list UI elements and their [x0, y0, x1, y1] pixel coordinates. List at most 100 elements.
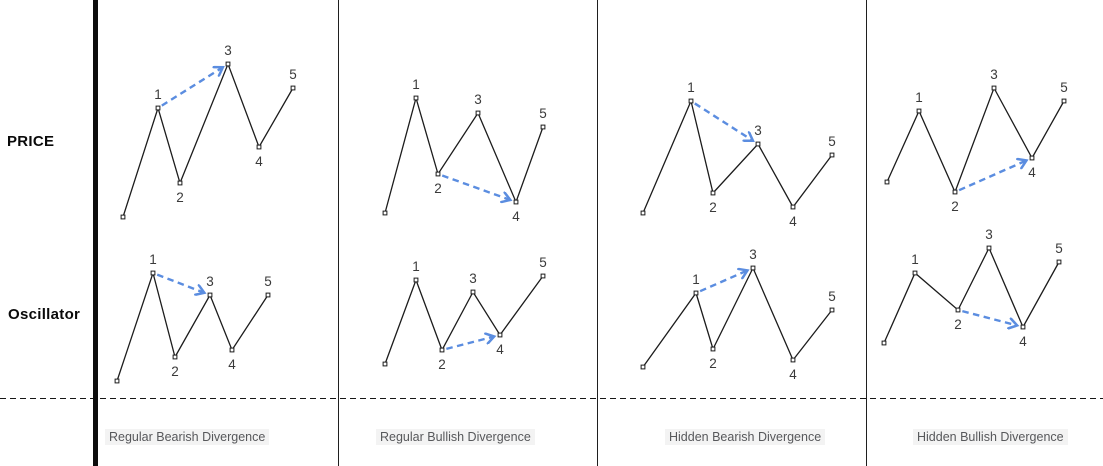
divergence-arrow [958, 161, 1025, 192]
point-marker [475, 110, 481, 116]
column-divider-2 [597, 0, 599, 466]
column-divider-3 [866, 0, 868, 466]
point-label: 4 [496, 342, 504, 357]
point-marker [540, 124, 546, 130]
point-marker [413, 95, 419, 101]
column-divider-1 [338, 0, 340, 466]
point-label: 5 [289, 67, 297, 82]
point-marker [881, 340, 887, 346]
point-marker [640, 364, 646, 370]
point-marker [710, 190, 716, 196]
point-label: 3 [985, 227, 993, 242]
point-label: 2 [171, 364, 179, 379]
point-label: 4 [789, 367, 797, 382]
point-marker [1029, 155, 1035, 161]
price-zigzag-line [384, 95, 544, 214]
point-label: 3 [206, 274, 214, 289]
point-marker [955, 307, 961, 313]
cell-oscillator-regular-bearish: 1 2 3 4 5 [114, 252, 272, 384]
point-label: 5 [1055, 241, 1063, 256]
point-label: 5 [828, 289, 836, 304]
point-label: 3 [990, 67, 998, 82]
point-label: 4 [789, 214, 797, 229]
cell-oscillator-hidden-bearish: 1 2 3 4 5 [640, 247, 836, 382]
point-marker [413, 277, 419, 283]
point-marker [952, 189, 958, 195]
point-label: 2 [951, 199, 959, 214]
row-label-oscillator: Oscillator [8, 306, 81, 323]
point-marker [470, 289, 476, 295]
point-label: 4 [1028, 165, 1036, 180]
column-label-hidden-bearish: Hidden Bearish Divergence [665, 429, 826, 445]
divergence-arrow [161, 68, 222, 107]
point-label: 2 [434, 181, 442, 196]
point-marker [912, 270, 918, 276]
point-marker [513, 199, 519, 205]
point-marker [688, 98, 694, 104]
point-marker [1056, 259, 1062, 265]
cell-oscillator-regular-bullish: 1 2 3 4 5 [382, 255, 547, 372]
point-marker [640, 210, 646, 216]
point-label: 5 [539, 255, 547, 270]
point-label: 1 [687, 80, 695, 95]
point-label: 5 [539, 106, 547, 121]
point-marker [1020, 324, 1026, 330]
oscillator-zigzag-line [642, 266, 833, 368]
cell-price-regular-bearish: 1 2 3 4 5 [120, 43, 297, 220]
price-zigzag-line [122, 62, 294, 218]
point-marker [540, 273, 546, 279]
point-marker [172, 354, 178, 360]
point-marker [790, 204, 796, 210]
cell-price-regular-bullish: 1 2 3 4 5 [382, 77, 547, 224]
point-label: 1 [412, 259, 420, 274]
point-label: 1 [692, 272, 700, 287]
point-label: 3 [469, 271, 477, 286]
divergence-arrow [962, 309, 1016, 325]
column-label-regular-bullish: Regular Bullish Divergence [376, 429, 535, 445]
point-label: 4 [255, 154, 263, 169]
point-label: 5 [828, 134, 836, 149]
point-marker [439, 347, 445, 353]
column-label-regular-bearish: Regular Bearish Divergence [105, 429, 270, 445]
divergence-arrow [441, 174, 509, 200]
point-marker [710, 346, 716, 352]
bottom-dashed-divider [0, 398, 1103, 400]
point-label: 2 [438, 357, 446, 372]
cell-price-hidden-bearish: 1 2 3 4 5 [640, 80, 836, 229]
point-marker [229, 347, 235, 353]
point-marker [207, 292, 213, 298]
cell-oscillator-hidden-bullish: 1 2 3 4 5 [881, 227, 1063, 349]
oscillator-zigzag-line [116, 270, 269, 382]
point-label: 3 [474, 92, 482, 107]
point-marker [120, 214, 126, 220]
point-label: 1 [149, 252, 157, 267]
point-marker [790, 357, 796, 363]
point-marker [265, 292, 271, 298]
point-label: 2 [954, 317, 962, 332]
price-zigzag-line [642, 98, 833, 214]
point-marker [177, 180, 183, 186]
point-marker [114, 378, 120, 384]
point-marker [1061, 98, 1067, 104]
point-label: 4 [512, 209, 520, 224]
oscillator-zigzag-line [883, 246, 1060, 344]
point-label: 2 [709, 356, 717, 371]
price-zigzag-line [886, 86, 1065, 194]
point-marker [435, 171, 441, 177]
point-marker [256, 144, 262, 150]
point-marker [693, 290, 699, 296]
point-label: 5 [264, 274, 272, 289]
point-marker [155, 105, 161, 111]
point-marker [829, 152, 835, 158]
point-marker [290, 85, 296, 91]
point-marker [497, 332, 503, 338]
divergence-arrow [694, 102, 752, 140]
point-label: 1 [154, 87, 162, 102]
point-label: 1 [412, 77, 420, 92]
point-marker [382, 210, 388, 216]
point-marker [225, 61, 231, 67]
point-label: 3 [754, 123, 762, 138]
point-marker [986, 245, 992, 251]
